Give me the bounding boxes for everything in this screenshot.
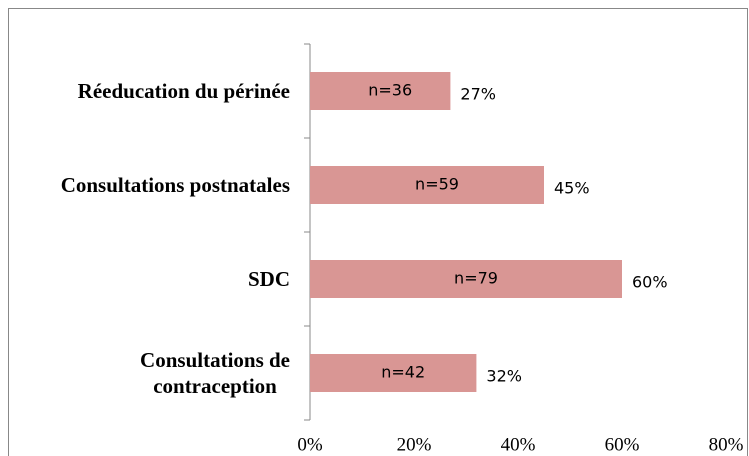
bar xyxy=(310,354,477,392)
value-label: 45% xyxy=(554,179,590,198)
bar-annotation: n=36 xyxy=(368,81,412,100)
value-label: 27% xyxy=(460,85,496,104)
x-tick-label: 80% xyxy=(709,434,744,455)
category-label: Réeducation du périnée xyxy=(77,79,290,103)
x-tick-label: 0% xyxy=(297,434,323,455)
x-tick-label: 20% xyxy=(397,434,432,455)
x-tick-label: 60% xyxy=(605,434,640,455)
bar xyxy=(310,260,622,298)
x-tick-label: 40% xyxy=(501,434,536,455)
value-label: 32% xyxy=(486,367,522,386)
bar xyxy=(310,72,451,110)
bar-annotation: n=79 xyxy=(454,269,498,288)
bar xyxy=(310,166,544,204)
bar-annotation: n=59 xyxy=(415,175,459,194)
value-label: 60% xyxy=(632,273,668,292)
category-label: Consultations postnatales xyxy=(60,173,290,197)
bar-annotation: n=42 xyxy=(381,363,425,382)
chart-frame xyxy=(8,8,748,456)
category-label: Consultations de contraception xyxy=(140,348,290,398)
category-label: SDC xyxy=(247,267,290,291)
